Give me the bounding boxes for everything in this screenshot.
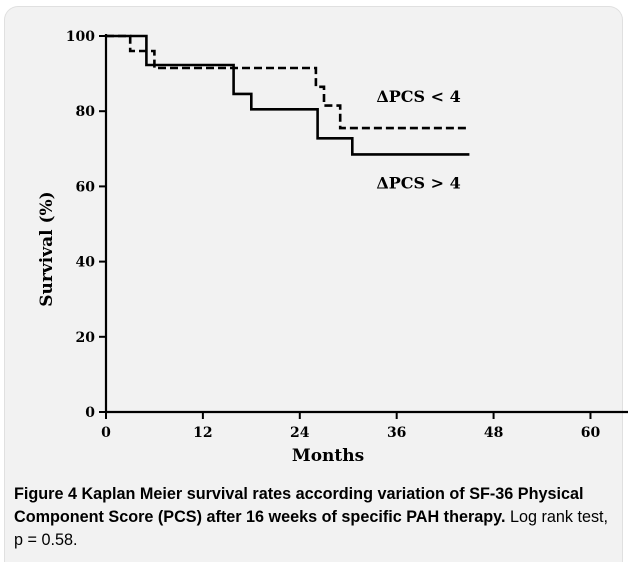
x-tick-label: 48 bbox=[484, 425, 503, 441]
y-tick-label: 20 bbox=[76, 330, 96, 346]
y-axis-label: Survival (%) bbox=[37, 191, 57, 306]
figure-panel bbox=[4, 6, 623, 562]
x-tick-label: 60 bbox=[581, 425, 601, 441]
chart-annotations: ΔPCS < 4 ΔPCS > 4 bbox=[376, 87, 460, 192]
y-tick-label: 100 bbox=[66, 29, 95, 45]
series-annotation-1: ΔPCS > 4 bbox=[376, 174, 460, 193]
chart-series bbox=[106, 34, 470, 156]
y-tick-label: 0 bbox=[85, 405, 95, 421]
chart-axes bbox=[104, 34, 628, 414]
y-tick-label: 60 bbox=[76, 179, 96, 195]
y-tick-label: 40 bbox=[76, 255, 96, 271]
x-tick-label: 36 bbox=[387, 425, 406, 441]
caption-lead: Figure 4 Kaplan Meier survival rates acc… bbox=[14, 485, 584, 526]
x-tick-label: 12 bbox=[193, 425, 212, 441]
y-tick-label: 80 bbox=[76, 104, 96, 120]
chart-ticks: 0 20 40 60 80 100 0 12 24 36 48 60 bbox=[66, 29, 601, 441]
x-axis-label: Months bbox=[292, 446, 364, 466]
series-line-pcs-greater-4 bbox=[106, 34, 470, 156]
figure-caption: Figure 4 Kaplan Meier survival rates acc… bbox=[14, 483, 614, 552]
caption-tail: Log rank test, p = 0.58. bbox=[14, 508, 609, 549]
x-tick-label: 0 bbox=[101, 425, 111, 441]
series-line-pcs-less-4 bbox=[106, 34, 470, 130]
series-annotation-0: ΔPCS < 4 bbox=[376, 87, 460, 106]
x-tick-label: 24 bbox=[290, 425, 310, 441]
